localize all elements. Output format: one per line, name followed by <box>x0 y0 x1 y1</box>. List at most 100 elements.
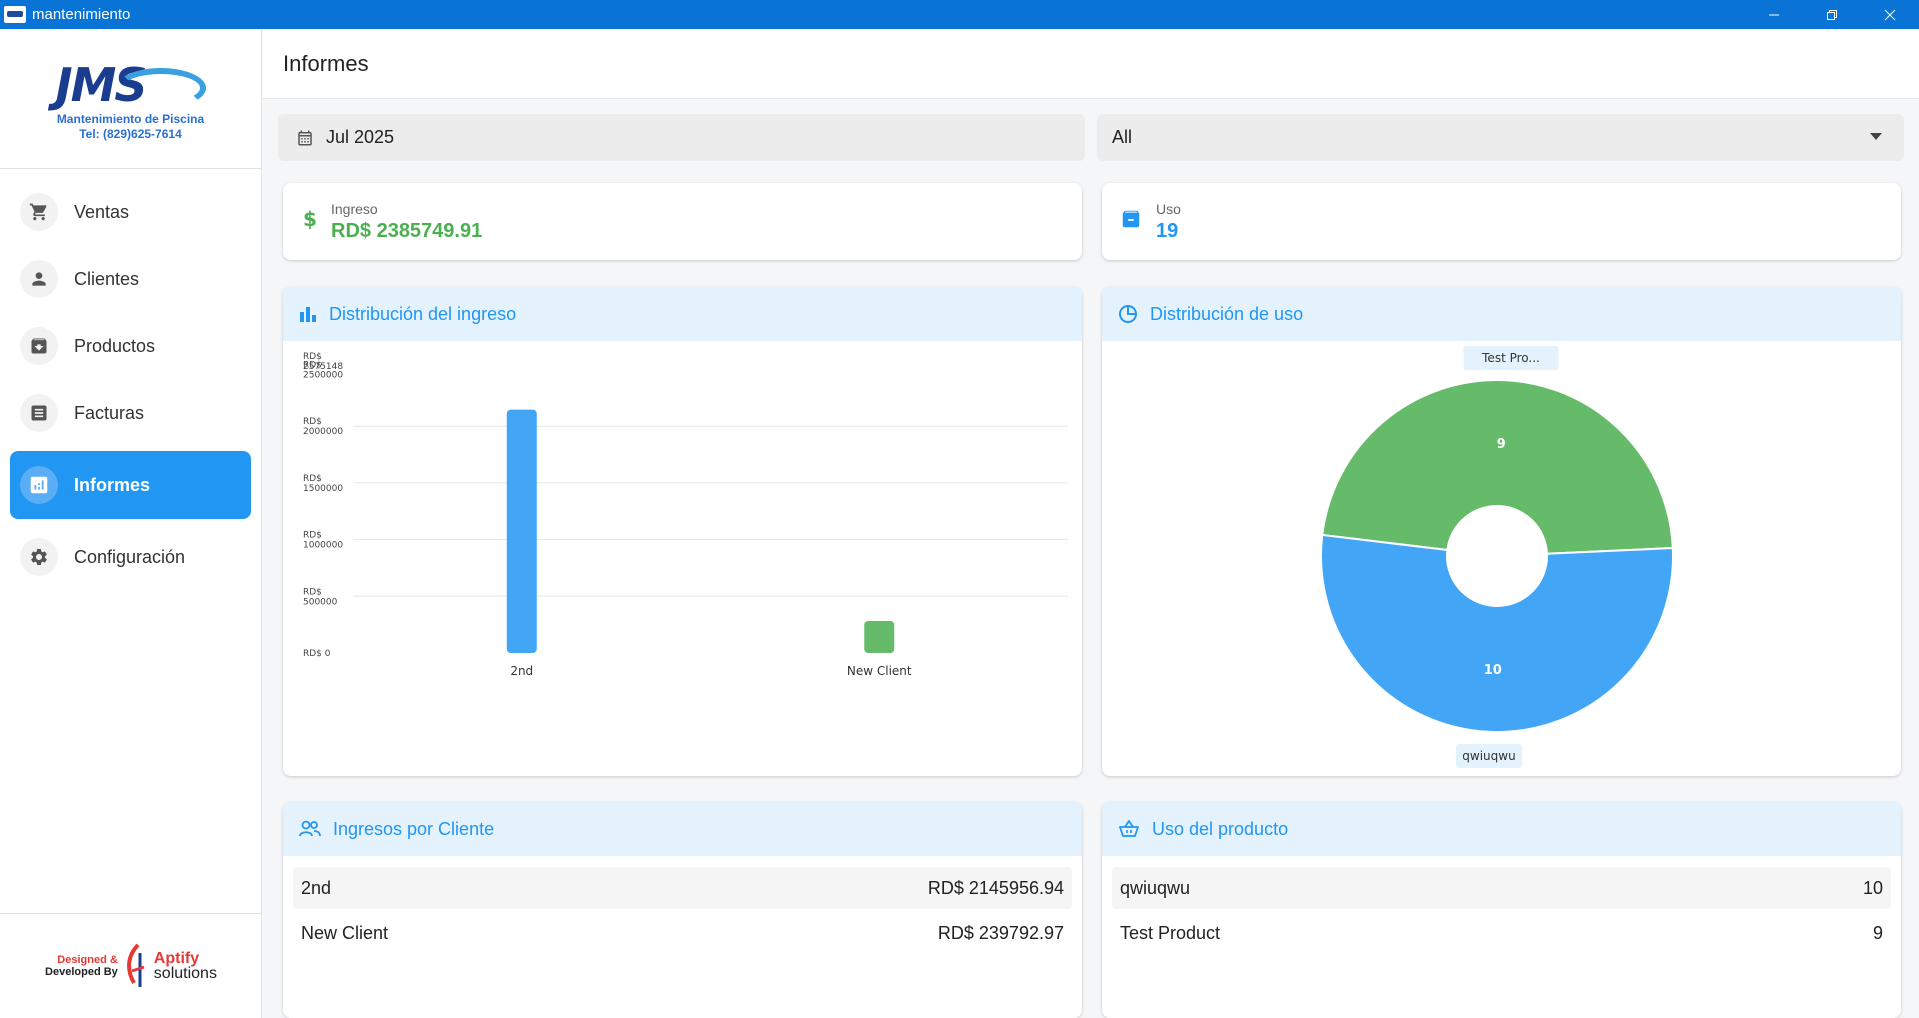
window-title-bar: mantenimiento <box>0 0 1919 29</box>
y-tick-currency: RD$ <box>303 474 322 484</box>
credits-designed: Designed & <box>57 954 118 966</box>
sidebar-nav: Ventas Clientes Productos Facturas Infor… <box>0 169 261 586</box>
dollar-icon: $ <box>301 207 317 236</box>
product-usage-count: 9 <box>1872 922 1883 943</box>
y-tick-currency: RD$ <box>303 361 322 371</box>
product-usage-panel: Uso del producto qwiuqwu 10 Test Product… <box>1102 802 1901 1018</box>
basket-icon <box>1118 820 1140 838</box>
panel-title: Uso del producto <box>1152 818 1289 839</box>
y-tick-label: RD$ 2575148 <box>303 352 343 372</box>
y-tick-label: RD$ 0 <box>303 649 331 659</box>
company-logo: JMS Mantenimiento de Piscina Tel: (829)6… <box>46 54 216 144</box>
list-item[interactable]: Test Product 9 <box>1112 912 1891 954</box>
brand-name-1: Aptify <box>153 950 200 967</box>
sidebar-item-configuracion[interactable]: Configuración <box>10 528 251 586</box>
y-tick-currency: RD$ <box>303 417 322 427</box>
archive-icon <box>1120 208 1142 235</box>
y-tick-label: RD$ 1000000 <box>303 531 343 551</box>
sidebar-item-clientes[interactable]: Clientes <box>10 250 251 308</box>
y-tick-label: RD$ 500000 <box>303 587 338 607</box>
client-income-list: 2nd RD$ 2145956.94 New Client RD$ 239792… <box>283 856 1082 968</box>
window-title: mantenimiento <box>32 6 131 23</box>
x-tick-label: 2nd <box>510 664 533 678</box>
archive-icon <box>20 327 58 365</box>
users-icon <box>299 820 321 838</box>
credits-text: Designed & Developed By <box>45 954 118 978</box>
client-name: New Client <box>301 922 389 943</box>
restore-icon <box>1827 9 1837 20</box>
sidebar: JMS Mantenimiento de Piscina Tel: (829)6… <box>0 29 262 1018</box>
y-tick-value: 1500000 <box>303 484 343 494</box>
y-tick-value: 2500000 <box>303 371 343 381</box>
panel-header: Ingresos por Cliente <box>283 802 1082 856</box>
restore-button[interactable] <box>1803 0 1861 29</box>
sidebar-item-label: Ventas <box>74 201 130 222</box>
slice-name-label: qwiuqwu <box>1462 749 1515 763</box>
x-tick-label: New Client <box>847 664 912 678</box>
sidebar-item-productos[interactable]: Productos <box>10 317 251 375</box>
page-title: Informes <box>283 50 369 76</box>
slice-label-box <box>1463 346 1559 370</box>
minimize-button[interactable] <box>1745 0 1803 29</box>
y-tick-value: 2000000 <box>303 427 343 437</box>
y-tick-label: RD$ 2000000 <box>303 417 343 437</box>
usage-donut-chart: 9 10 Test Pro... qwiuqwu <box>1320 346 1674 768</box>
slice-value-label: 9 <box>1497 437 1506 452</box>
developer-credits: Designed & Developed By Aptify solutions <box>0 913 262 1018</box>
sidebar-item-ventas[interactable]: Ventas <box>10 183 251 241</box>
cart-icon <box>20 193 58 231</box>
usage-stat-card: Uso 19 <box>1102 183 1901 260</box>
usage-label: Uso <box>1156 200 1181 217</box>
list-item[interactable]: 2nd RD$ 2145956.94 <box>293 867 1072 909</box>
usage-distribution-panel: Distribución de uso 9 10 Test Pro... qwiuqw… <box>1102 287 1901 776</box>
header-bar: Informes <box>263 29 1919 99</box>
income-by-client-panel: Ingresos por Cliente 2nd RD$ 2145956.94 … <box>283 802 1082 1018</box>
y-tick-label: RD$ 1500000 <box>303 474 343 494</box>
minimize-icon <box>1769 14 1779 15</box>
client-income: RD$ 239792.97 <box>937 922 1064 943</box>
panel-title: Distribución de uso <box>1150 303 1304 324</box>
month-picker[interactable]: Jul 2025 <box>278 114 1085 161</box>
svg-text:$: $ <box>303 207 317 231</box>
slice-name-label: Test Pro... <box>1481 351 1540 365</box>
sidebar-item-informes[interactable]: Informes <box>10 451 251 519</box>
slice-2 <box>1320 533 1674 733</box>
client-filter-select[interactable]: All <box>1097 114 1904 161</box>
usage-value: 19 <box>1156 219 1179 242</box>
list-item[interactable]: qwiuqwu 10 <box>1112 867 1891 909</box>
panel-header: Uso del producto <box>1102 802 1901 856</box>
client-income: RD$ 2145956.94 <box>927 877 1064 898</box>
panel-title: Ingresos por Cliente <box>333 818 495 839</box>
close-icon <box>1884 9 1896 20</box>
close-button[interactable] <box>1861 0 1919 29</box>
bar-1 <box>506 409 537 653</box>
sidebar-item-facturas[interactable]: Facturas <box>10 384 251 442</box>
y-tick-value: 2575148 <box>303 362 343 372</box>
product-usage-list: qwiuqwu 10 Test Product 9 <box>1102 856 1901 968</box>
sidebar-item-label: Configuración <box>74 546 186 567</box>
product-name: qwiuqwu <box>1120 877 1191 898</box>
y-tick-currency: RD$ <box>303 531 322 541</box>
bar-chart-icon <box>299 305 317 323</box>
sidebar-item-label: Productos <box>74 335 156 356</box>
pie-chart-icon <box>1118 304 1138 324</box>
list-item[interactable]: New Client RD$ 239792.97 <box>293 912 1072 954</box>
gear-icon <box>20 538 58 576</box>
brand-name-2: solutions <box>153 965 217 982</box>
logo-line1: Mantenimiento de Piscina <box>56 111 205 126</box>
person-icon <box>20 260 58 298</box>
logo-wave <box>115 67 206 108</box>
panel-title: Distribución del ingreso <box>329 303 517 324</box>
select-value: All <box>1112 127 1133 147</box>
y-tick-label: RD$ 2500000 <box>303 361 343 381</box>
brand-name: Aptify solutions <box>153 950 217 982</box>
sidebar-item-label: Facturas <box>74 402 145 423</box>
app-icon <box>4 6 26 23</box>
y-tick-currency: RD$ <box>303 587 322 597</box>
calendar-icon <box>298 130 312 145</box>
income-value: RD$ 2385749.91 <box>331 219 483 242</box>
product-name: Test Product <box>1120 922 1221 943</box>
chevron-down-icon <box>1870 133 1882 140</box>
y-tick-value: 500000 <box>303 597 338 607</box>
